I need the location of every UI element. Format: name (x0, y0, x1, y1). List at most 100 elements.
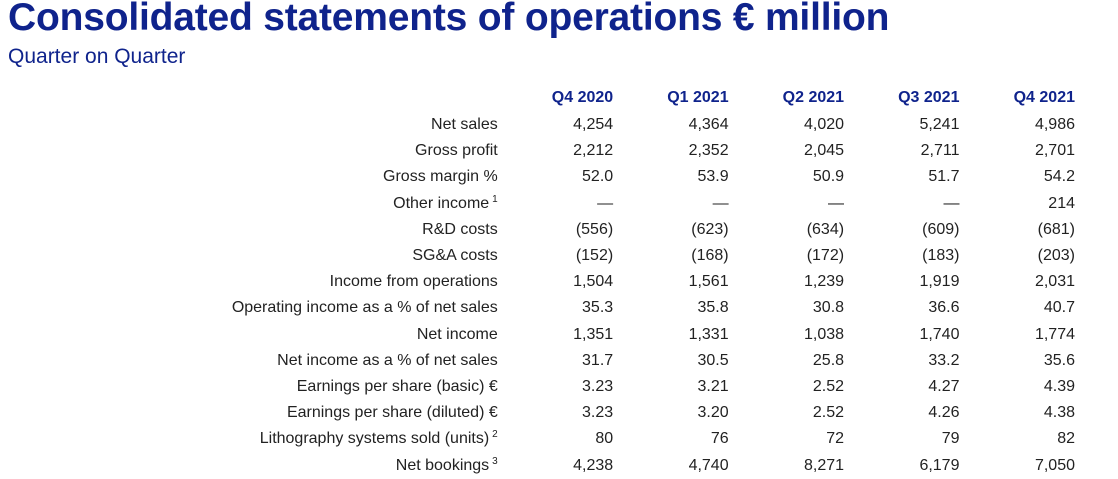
value-cell: 1,504 (573, 273, 614, 291)
table-row: SG&A costs (152) (168) (172) (183) (203) (120, 243, 1075, 269)
value-cell: (172) (806, 247, 845, 265)
row-label-text: R&D costs (422, 220, 498, 238)
value-cell: 25.8 (812, 351, 845, 369)
table-row: Net sales 4,254 4,364 4,020 5,241 4,986 (120, 112, 1075, 138)
value-cell: 4,364 (688, 116, 729, 134)
row-label: Gross profit (120, 138, 498, 164)
value-cell: 40.7 (1043, 299, 1075, 317)
table-row: Net income 1,351 1,331 1,038 1,740 1,774 (120, 322, 1075, 348)
row-label-text: Earnings per share (basic) € (296, 377, 498, 395)
header-label-cell (120, 84, 498, 112)
table-row: Other income 1 — — — — 214 (120, 191, 1075, 217)
value-cell: 2,212 (573, 142, 614, 160)
row-label: Other income 1 (120, 191, 498, 217)
value-cell: 50.9 (812, 168, 845, 186)
column-header: Q3 2021 (898, 89, 960, 106)
value-cell: (183) (922, 247, 960, 265)
statements-table: Q4 2020 Q1 2021 Q2 2021 Q3 2021 Q4 2021 … (120, 84, 1075, 479)
value-cell: — (943, 194, 960, 212)
table-row: Gross margin % 52.0 53.9 50.9 51.7 54.2 (120, 164, 1075, 190)
table-row: Gross profit 2,212 2,352 2,045 2,711 2,701 (120, 138, 1075, 164)
value-cell: (556) (575, 220, 614, 238)
row-label-text: Gross profit (415, 142, 498, 160)
table-row: Income from operations 1,504 1,561 1,239 1,9… (120, 269, 1075, 295)
row-label-text: Other income (393, 194, 490, 212)
row-label: Net income (120, 322, 498, 348)
value-cell: — (828, 194, 845, 212)
value-cell: — (712, 194, 729, 212)
footnote-marker: 3 (492, 455, 498, 467)
value-cell: 3.21 (697, 377, 729, 395)
value-cell: 35.8 (697, 299, 729, 317)
value-cell: 2,045 (804, 142, 845, 160)
row-label: Net bookings 3 (120, 452, 498, 478)
row-label-text: SG&A costs (412, 247, 498, 265)
value-cell: (152) (575, 247, 614, 265)
row-label: Earnings per share (diluted) € (120, 400, 498, 426)
value-cell: 4.39 (1043, 377, 1075, 395)
value-cell: 3.20 (697, 404, 729, 422)
value-cell: 36.6 (928, 299, 960, 317)
value-cell: (609) (922, 220, 960, 238)
value-cell: 1,038 (804, 325, 845, 343)
value-cell: 52.0 (582, 168, 614, 186)
value-cell: 79 (941, 430, 960, 448)
row-label: Net sales (120, 112, 498, 138)
column-header: Q4 2021 (1013, 89, 1075, 106)
row-label-text: Income from operations (329, 273, 498, 291)
value-cell: 82 (1057, 430, 1075, 448)
row-label: Gross margin % (120, 164, 498, 190)
value-cell: 6,179 (919, 456, 960, 474)
column-header: Q4 2020 (551, 89, 614, 106)
value-cell: 30.5 (697, 351, 729, 369)
table-row: Earnings per share (diluted) € 3.23 3.20 2.… (120, 400, 1075, 426)
row-label-text: Earnings per share (diluted) € (286, 404, 498, 422)
value-cell: 7,050 (1034, 456, 1075, 474)
value-cell: 33.2 (928, 351, 960, 369)
table-row: Net bookings 3 4,238 4,740 8,271 6,179 7,050 (120, 452, 1075, 478)
value-cell: 4,986 (1034, 116, 1075, 134)
row-label-text: Net income (416, 325, 498, 343)
value-cell: 4.27 (928, 377, 960, 395)
header-row: Q4 2020 Q1 2021 Q2 2021 Q3 2021 Q4 2021 (120, 84, 1075, 112)
value-cell: 214 (1048, 194, 1075, 212)
value-cell: 4,740 (688, 456, 729, 474)
row-label-text: Gross margin % (383, 168, 498, 186)
page-title: Consolidated statements of operations € … (8, 0, 890, 39)
table-row: Earnings per share (basic) € 3.23 3.21 2.52… (120, 374, 1075, 400)
value-cell: 2,031 (1034, 273, 1075, 291)
value-cell: 2.52 (812, 377, 845, 395)
value-cell: (681) (1037, 220, 1075, 238)
page-subtitle: Quarter on Quarter (8, 45, 186, 68)
value-cell: 1,740 (919, 325, 960, 343)
value-cell: 1,919 (919, 273, 960, 291)
row-label-text: Net sales (431, 116, 498, 134)
row-label-text: Lithography systems sold (units) (259, 430, 490, 448)
column-header: Q1 2021 (667, 89, 729, 106)
value-cell: 72 (826, 430, 845, 448)
table-body: Net sales 4,254 4,364 4,020 5,241 4,986 Gross … (120, 112, 1075, 479)
table-row: R&D costs (556) (623) (634) (609) (681) (120, 217, 1075, 243)
row-label-text: Operating income as a % of net sales (231, 299, 498, 317)
value-cell: — (597, 194, 614, 212)
table-row: Operating income as a % of net sales 35.3… (120, 295, 1075, 321)
column-header: Q2 2021 (782, 89, 845, 106)
row-label: SG&A costs (120, 243, 498, 269)
value-cell: 2.52 (812, 404, 845, 422)
value-cell: 1,561 (688, 273, 729, 291)
footnote-marker: 2 (492, 429, 498, 441)
value-cell: 2,352 (688, 142, 729, 160)
value-cell: 53.9 (697, 168, 729, 186)
value-cell: (203) (1037, 247, 1075, 265)
value-cell: 1,239 (804, 273, 845, 291)
value-cell: 80 (595, 430, 614, 448)
row-label: Earnings per share (basic) € (120, 374, 498, 400)
row-label-text: Net bookings (395, 456, 490, 474)
row-label: Income from operations (120, 269, 498, 295)
value-cell: (168) (691, 247, 729, 265)
value-cell: 8,271 (804, 456, 845, 474)
row-label: Lithography systems sold (units) 2 (120, 426, 498, 452)
value-cell: 3.23 (582, 377, 614, 395)
value-cell: (623) (691, 220, 729, 238)
value-cell: 4.38 (1043, 404, 1075, 422)
